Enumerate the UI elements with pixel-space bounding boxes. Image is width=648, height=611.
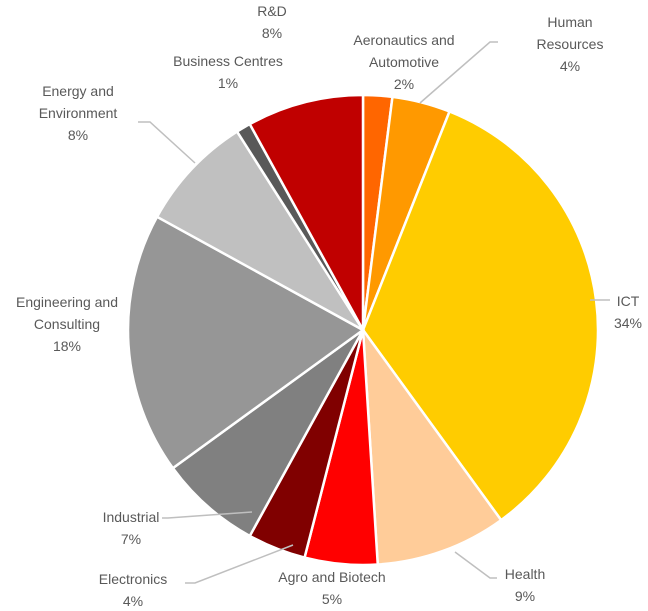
slice-label: ICT 34% xyxy=(614,290,642,334)
value-label: 2% xyxy=(393,76,415,92)
value-label: 4% xyxy=(559,58,581,74)
category-label: Aeronautics and Automotive xyxy=(353,32,455,70)
value-label: 7% xyxy=(120,531,142,547)
pie-slice xyxy=(248,93,365,331)
leader-line xyxy=(419,41,498,104)
slice-label: Business Centres 1% xyxy=(173,50,283,94)
value-label: 18% xyxy=(52,338,82,354)
category-label: Business Centres xyxy=(173,53,283,69)
slice-label: Engineering and Consulting 18% xyxy=(16,291,118,357)
slice-label: Agro and Biotech 5% xyxy=(278,566,385,610)
pie-slice xyxy=(361,325,503,566)
value-label: 9% xyxy=(514,588,536,604)
value-label: 5% xyxy=(321,591,343,607)
category-label: R&D xyxy=(257,3,287,19)
slice-label: Energy and Environment 8% xyxy=(39,80,118,146)
slice-label: Health 9% xyxy=(505,563,545,607)
slice-label: R&D 8% xyxy=(257,0,287,44)
pie-slice xyxy=(155,129,365,332)
category-label: Health xyxy=(504,566,546,582)
value-label: 1% xyxy=(217,75,239,91)
pie-slice xyxy=(171,328,365,538)
slice-label: Industrial 7% xyxy=(103,506,160,550)
slice-label: Electronics 4% xyxy=(99,568,167,611)
value-label: 34% xyxy=(613,315,643,331)
category-label: Human Resources xyxy=(536,14,604,52)
slice-label: Aeronautics and Automotive 2% xyxy=(353,29,454,95)
leader-line xyxy=(185,544,294,584)
category-label: Agro and Biotech xyxy=(278,569,386,585)
leader-line xyxy=(138,121,196,164)
slice-label: Human Resources 4% xyxy=(531,11,609,77)
category-label: ICT xyxy=(616,293,640,309)
value-label: 8% xyxy=(67,127,89,143)
leader-line xyxy=(454,551,497,579)
category-label: Engineering and Consulting xyxy=(16,294,118,332)
pie-slice xyxy=(126,215,366,470)
category-label: Industrial xyxy=(102,509,160,525)
value-label: 4% xyxy=(122,593,144,609)
value-label: 8% xyxy=(261,25,283,41)
category-label: Electronics xyxy=(98,571,168,587)
leader-line xyxy=(162,511,253,519)
category-label: Energy and Environment xyxy=(38,83,118,121)
